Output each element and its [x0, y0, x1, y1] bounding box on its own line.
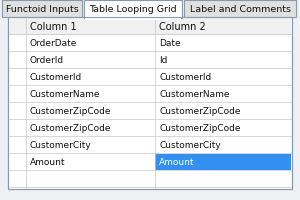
- Text: CustomerName: CustomerName: [159, 90, 230, 99]
- Text: Column 2: Column 2: [159, 21, 206, 31]
- Bar: [8, 18, 292, 189]
- Text: Label and Comments: Label and Comments: [190, 5, 290, 14]
- Bar: [155, 154, 291, 170]
- Text: CustomerCity: CustomerCity: [30, 140, 92, 149]
- Text: Amount: Amount: [159, 157, 194, 166]
- Text: OrderId: OrderId: [30, 56, 64, 65]
- Bar: [184, 1, 296, 18]
- Bar: [85, 18, 181, 21]
- Text: CustomerZipCode: CustomerZipCode: [159, 106, 241, 115]
- Text: Table Looping Grid: Table Looping Grid: [89, 5, 177, 14]
- Text: CustomerZipCode: CustomerZipCode: [30, 106, 112, 115]
- Text: Column 1: Column 1: [30, 21, 76, 31]
- Text: OrderDate: OrderDate: [30, 39, 77, 48]
- Bar: [84, 1, 182, 19]
- Text: CustomerId: CustomerId: [159, 73, 211, 82]
- Bar: [9, 19, 291, 35]
- Text: CustomerName: CustomerName: [30, 90, 100, 99]
- Bar: [8, 18, 292, 189]
- Text: CustomerCity: CustomerCity: [159, 140, 221, 149]
- Text: CustomerId: CustomerId: [30, 73, 82, 82]
- Text: CustomerZipCode: CustomerZipCode: [30, 123, 112, 132]
- Bar: [2, 1, 82, 18]
- Text: Date: Date: [159, 39, 181, 48]
- Text: Functoid Inputs: Functoid Inputs: [6, 5, 78, 14]
- Text: Id: Id: [159, 56, 167, 65]
- Bar: [0, 0, 300, 20]
- Text: Amount: Amount: [30, 157, 65, 166]
- Text: CustomerZipCode: CustomerZipCode: [159, 123, 241, 132]
